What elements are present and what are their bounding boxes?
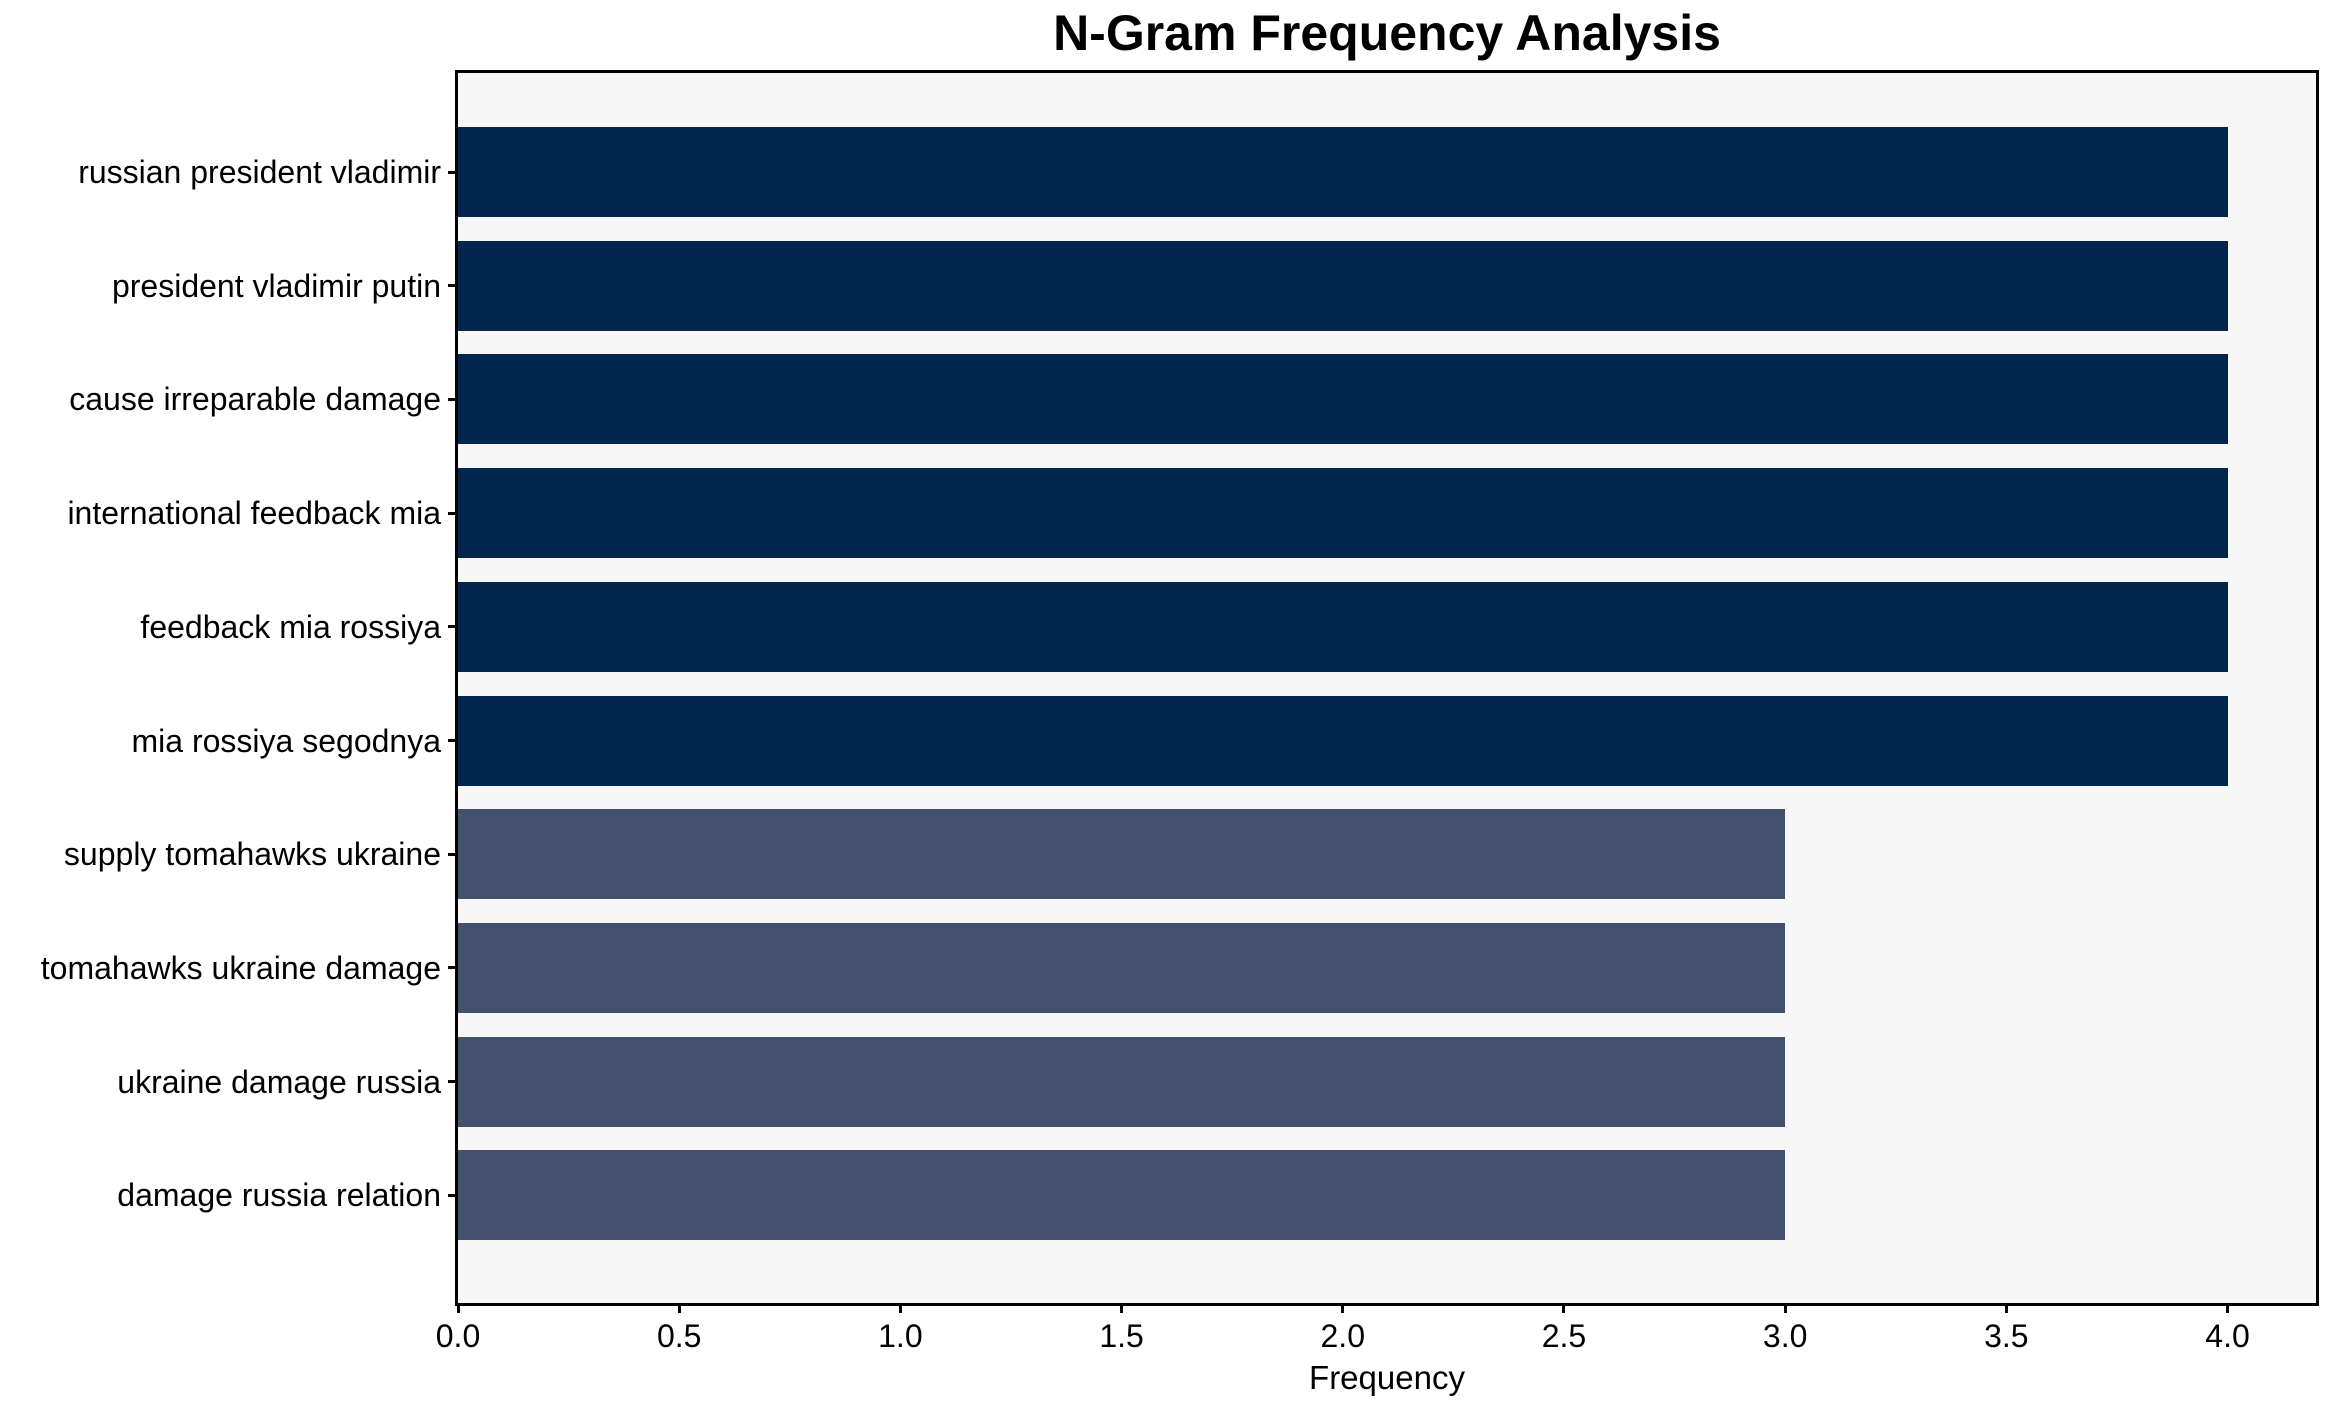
y-tick-label: president vladimir putin [111,267,441,304]
y-axis-tick [448,852,458,856]
y-tick-label: supply tomahawks ukraine [63,836,441,873]
bar [458,809,1786,900]
y-axis-tick [448,397,458,401]
x-axis-tick [2226,1303,2230,1313]
y-tick-label: international feedback mia [67,495,441,532]
y-axis-tick [448,966,458,970]
bar [458,354,2228,445]
y-tick-label: russian president vladimir [78,154,441,190]
y-axis-tick [448,625,458,629]
y-tick-label: cause irreparable damage [69,381,441,418]
x-tick-label: 1.0 [878,1318,923,1354]
x-axis-tick [1562,1303,1566,1313]
bar [458,468,2228,559]
y-tick-label: ukraine damage russia [117,1063,441,1100]
x-tick-label: 3.0 [1762,1318,1808,1354]
y-axis-tick [448,739,458,742]
bar [458,581,2228,672]
y-tick-label: mia rossiya segodnya [131,722,441,759]
x-tick-label: 4.0 [2205,1318,2250,1354]
x-tick-label: 0.5 [656,1318,702,1354]
x-tick-label: 2.0 [1320,1318,1365,1354]
y-axis-tick [448,511,458,515]
y-axis-tick [448,1193,458,1197]
bar [458,695,2228,786]
x-axis-label: Frequency [1309,1359,1465,1396]
x-tick-label: 3.5 [1984,1318,2029,1354]
chart-title: N-Gram Frequency Analysis [1053,5,1721,61]
y-axis-tick [448,1080,458,1084]
y-tick-label: feedback mia rossiya [140,608,441,645]
x-tick-label: 0.0 [435,1318,481,1354]
bar [458,1150,1786,1241]
y-tick-label: damage russia relation [117,1177,441,1214]
bar [458,240,2228,331]
x-tick-label: 2.5 [1541,1318,1587,1354]
x-axis-tick [1783,1303,1787,1313]
x-tick-label: 1.5 [1099,1318,1144,1354]
y-tick-label: tomahawks ukraine damage [40,949,441,986]
x-axis-tick [677,1303,681,1313]
x-axis-tick [1120,1303,1124,1313]
bar [458,127,2228,217]
x-axis-tick [898,1303,902,1313]
x-axis-tick [2004,1303,2008,1313]
x-axis-tick [1341,1303,1345,1313]
bar [458,1036,1786,1127]
y-axis-tick [448,284,458,288]
x-axis-tick [456,1303,460,1313]
bar [458,922,1786,1013]
y-axis-tick [448,170,458,174]
